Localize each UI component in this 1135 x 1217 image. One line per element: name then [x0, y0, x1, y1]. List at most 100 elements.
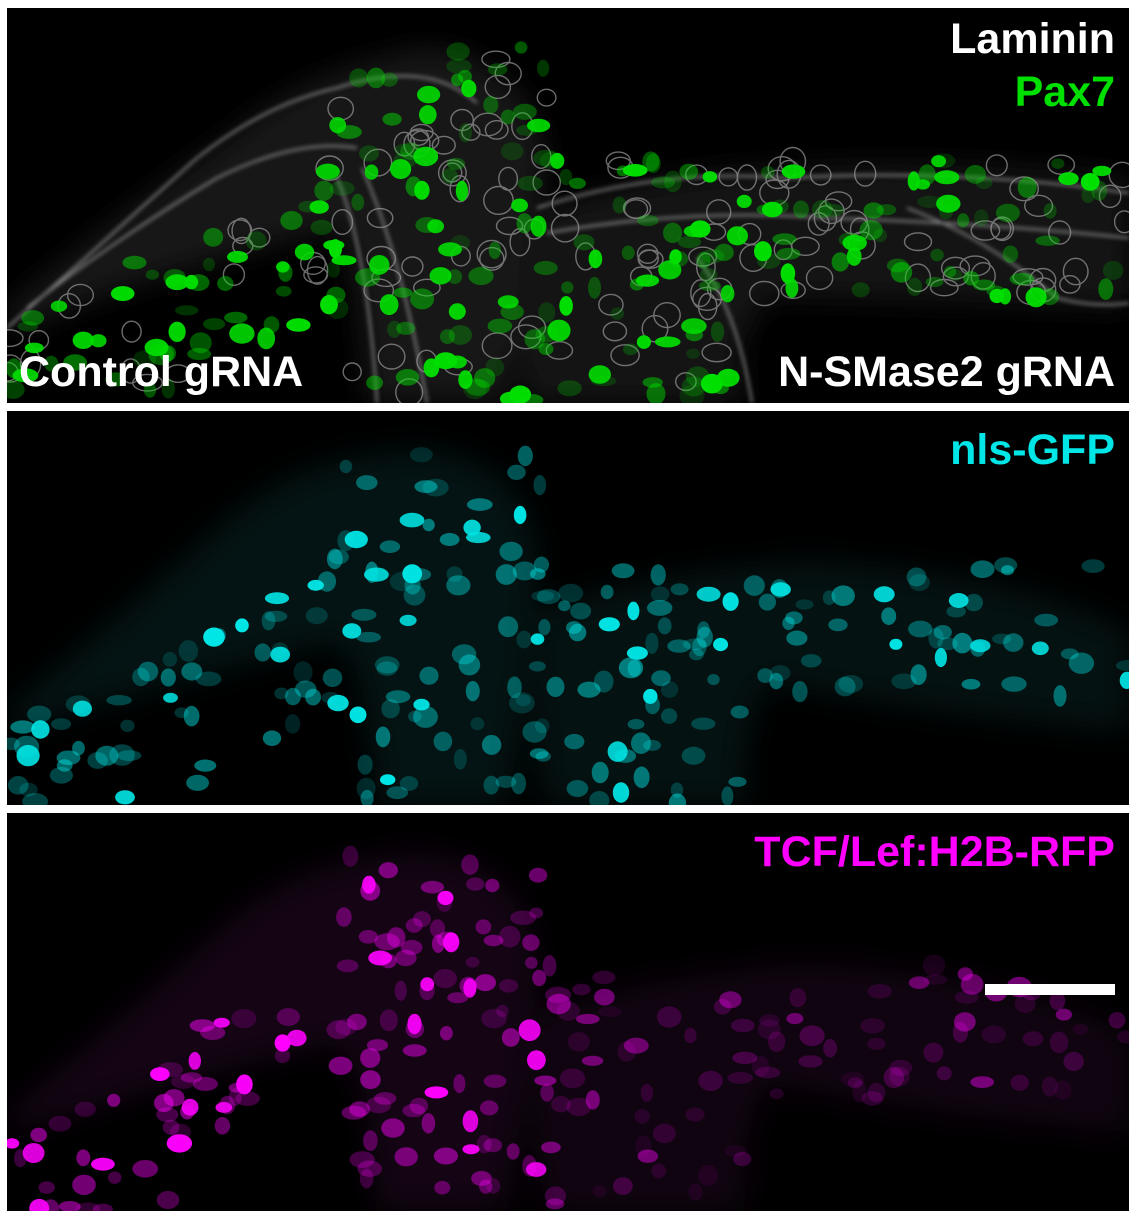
nucleus: [395, 369, 420, 386]
laminin-cell-outline: [231, 217, 252, 245]
nucleus: [162, 652, 178, 667]
nucleus: [326, 548, 343, 570]
nucleus: [957, 967, 973, 981]
nucleus: [964, 593, 983, 612]
nucleus: [542, 955, 557, 977]
nucleus: [453, 1074, 466, 1094]
nucleus: [443, 932, 460, 953]
nucleus: [736, 194, 752, 208]
nucleus: [320, 295, 338, 315]
nucleus: [841, 1071, 865, 1088]
laminin-cell-outline: [479, 246, 505, 271]
nucleus: [162, 1119, 180, 1135]
nucleus: [178, 640, 199, 662]
nucleus: [56, 759, 73, 772]
panel-tcf-lef-rfp: TCF/Lef:H2B-RFP: [7, 813, 1129, 1211]
nucleus: [458, 123, 472, 143]
nucleus: [908, 620, 933, 638]
laminin-cell-outline: [773, 239, 793, 261]
nucleus: [1102, 260, 1124, 280]
nucleus: [588, 365, 611, 384]
nucleus: [396, 321, 416, 335]
nucleus: [681, 746, 706, 765]
nucleus: [1025, 287, 1047, 308]
nucleus: [261, 611, 276, 631]
nucleus: [274, 1048, 291, 1064]
laminin-cell-outline: [696, 252, 716, 282]
nucleus: [203, 227, 224, 247]
laminin-cell-outline: [1098, 184, 1122, 209]
laminin-cell-outline: [1062, 257, 1089, 286]
nucleus: [87, 752, 108, 769]
nucleus: [607, 741, 628, 762]
nucleus: [822, 590, 836, 605]
nucleus: [188, 1052, 201, 1070]
nucleus: [530, 215, 547, 237]
nucleus: [611, 563, 635, 579]
nucleus: [670, 583, 689, 596]
nucleus: [429, 919, 446, 938]
nucleus: [451, 73, 464, 87]
nucleus: [368, 950, 392, 966]
laminin-cell-outline: [602, 321, 628, 342]
nucleus: [419, 105, 437, 125]
nucleus: [538, 619, 551, 636]
nucleus: [645, 632, 659, 654]
nucleus: [374, 1092, 397, 1105]
label-nsmase2-grna: N-SMase2 gRNA: [778, 348, 1115, 396]
nucleus: [336, 959, 359, 973]
nucleus: [1063, 1051, 1084, 1072]
nucleus: [1055, 1008, 1072, 1021]
nucleus: [335, 1018, 358, 1036]
nucleus: [364, 567, 389, 582]
nucleus: [189, 1019, 215, 1032]
nucleus: [31, 720, 50, 739]
nucleus: [559, 296, 573, 316]
nucleus: [631, 732, 651, 754]
nucleus: [474, 368, 496, 388]
nucleus: [132, 1160, 159, 1178]
nucleus: [846, 247, 862, 266]
nucleus: [285, 714, 301, 734]
laminin-cell-outline: [690, 279, 712, 308]
nucleus: [270, 646, 291, 663]
nucleus: [400, 939, 423, 955]
laminin-cell-outline: [1023, 194, 1054, 218]
nucleus: [74, 1101, 96, 1117]
nucleus: [667, 639, 691, 653]
nucleus: [598, 1006, 622, 1018]
nucleus: [487, 63, 508, 76]
nucleus: [972, 279, 996, 291]
nucleus: [934, 647, 948, 668]
nucleus: [647, 599, 673, 616]
nucleus: [507, 676, 522, 699]
nucleus: [546, 676, 565, 697]
nucleus: [1014, 994, 1036, 1013]
nucleus: [622, 164, 648, 177]
nucleus: [19, 782, 38, 797]
nucleus: [161, 379, 175, 399]
nucleus: [1035, 235, 1060, 246]
nucleus: [433, 968, 458, 989]
nucleus: [496, 1004, 509, 1018]
nucleus: [992, 633, 1012, 645]
nucleus: [551, 1096, 571, 1113]
nucleus: [970, 560, 995, 578]
nucleus: [842, 234, 867, 251]
nucleus: [566, 621, 582, 634]
nucleus: [531, 590, 555, 602]
nucleus: [786, 1013, 804, 1025]
nucleus: [294, 680, 317, 698]
nucleus: [834, 676, 856, 697]
nucleus: [559, 168, 573, 186]
nucleus: [214, 1117, 231, 1135]
nucleus: [402, 1103, 426, 1118]
nucleus: [63, 354, 87, 371]
nucleus: [394, 1147, 418, 1167]
nucleus: [863, 202, 884, 219]
nucleus: [621, 245, 635, 260]
nucleus: [339, 459, 353, 474]
laminin-cell-outline: [531, 143, 552, 169]
nucleus: [235, 1091, 260, 1106]
nucleus: [160, 668, 176, 687]
